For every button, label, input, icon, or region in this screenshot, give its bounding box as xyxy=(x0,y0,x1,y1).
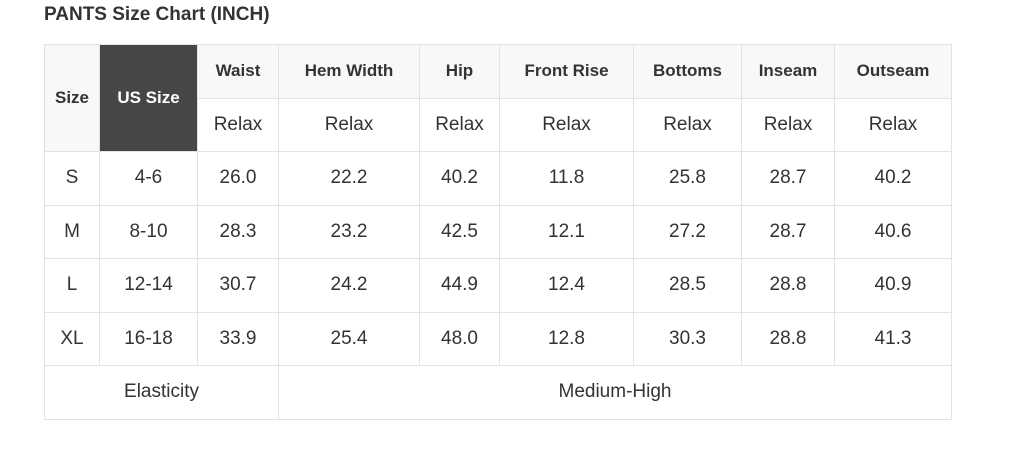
table-cell: 28.7 xyxy=(741,151,835,206)
table-cell: 28.3 xyxy=(197,204,279,259)
header-row: Size US Size Waist Hem Width Hip Front R… xyxy=(44,44,952,152)
fit-cell: Relax xyxy=(278,97,420,152)
header-outseam: Outseam xyxy=(834,44,952,99)
table-cell: 30.7 xyxy=(197,258,279,313)
header-us-size: US Size xyxy=(99,44,198,152)
header-inseam: Inseam xyxy=(741,44,835,99)
table-cell: 40.2 xyxy=(419,151,500,206)
table-cell: 12.1 xyxy=(499,204,634,259)
table-cell: 28.8 xyxy=(741,311,835,366)
elasticity-value: Medium-High xyxy=(278,365,952,420)
header-size: Size xyxy=(44,44,100,152)
table-cell: 28.8 xyxy=(741,258,835,313)
table-cell: 26.0 xyxy=(197,151,279,206)
table-row: M 8-10 28.3 23.2 42.5 12.1 27.2 28.7 40.6 xyxy=(44,204,952,259)
table-cell: 40.9 xyxy=(834,258,952,313)
table-cell: 4-6 xyxy=(99,151,198,206)
page-title: PANTS Size Chart (INCH) xyxy=(44,4,270,25)
table-row: S 4-6 26.0 22.2 40.2 11.8 25.8 28.7 40.2 xyxy=(44,151,952,206)
table-row: L 12-14 30.7 24.2 44.9 12.4 28.5 28.8 40.9 xyxy=(44,258,952,313)
table-cell: M xyxy=(44,204,100,259)
fit-cell: Relax xyxy=(633,97,742,152)
header-hem-width: Hem Width xyxy=(278,44,420,99)
table-cell: XL xyxy=(44,311,100,366)
header-hip: Hip xyxy=(419,44,500,99)
table-cell: 8-10 xyxy=(99,204,198,259)
table-cell: 22.2 xyxy=(278,151,420,206)
fit-cell: Relax xyxy=(197,97,279,152)
elasticity-label: Elasticity xyxy=(44,365,279,420)
table-cell: 28.5 xyxy=(633,258,742,313)
table-cell: 12.4 xyxy=(499,258,634,313)
table-cell: 23.2 xyxy=(278,204,420,259)
table-cell: 48.0 xyxy=(419,311,500,366)
table-cell: 42.5 xyxy=(419,204,500,259)
table-cell: 16-18 xyxy=(99,311,198,366)
table-cell: 25.8 xyxy=(633,151,742,206)
fit-cell: Relax xyxy=(419,97,500,152)
table-cell: 12-14 xyxy=(99,258,198,313)
table-cell: 41.3 xyxy=(834,311,952,366)
table-cell: 12.8 xyxy=(499,311,634,366)
table-cell: 24.2 xyxy=(278,258,420,313)
table-cell: 33.9 xyxy=(197,311,279,366)
fit-cell: Relax xyxy=(834,97,952,152)
elasticity-row: Elasticity Medium-High xyxy=(44,365,952,420)
table-cell: 44.9 xyxy=(419,258,500,313)
table-cell: 25.4 xyxy=(278,311,420,366)
fit-cell: Relax xyxy=(499,97,634,152)
size-chart-table: Size US Size Waist Hem Width Hip Front R… xyxy=(44,44,952,420)
table-cell: 40.2 xyxy=(834,151,952,206)
header-bottoms: Bottoms xyxy=(633,44,742,99)
table-cell: S xyxy=(44,151,100,206)
fit-row: Relax Relax Relax Relax Relax Relax Rela… xyxy=(45,97,952,152)
table-cell: 11.8 xyxy=(499,151,634,206)
fit-cell: Relax xyxy=(741,97,835,152)
table-cell: 40.6 xyxy=(834,204,952,259)
table-cell: 27.2 xyxy=(633,204,742,259)
header-waist: Waist xyxy=(197,44,279,99)
table-row: XL 16-18 33.9 25.4 48.0 12.8 30.3 28.8 41.3 xyxy=(44,311,952,366)
table-cell: 30.3 xyxy=(633,311,742,366)
table-cell: L xyxy=(44,258,100,313)
header-front-rise: Front Rise xyxy=(499,44,634,99)
table-cell: 28.7 xyxy=(741,204,835,259)
